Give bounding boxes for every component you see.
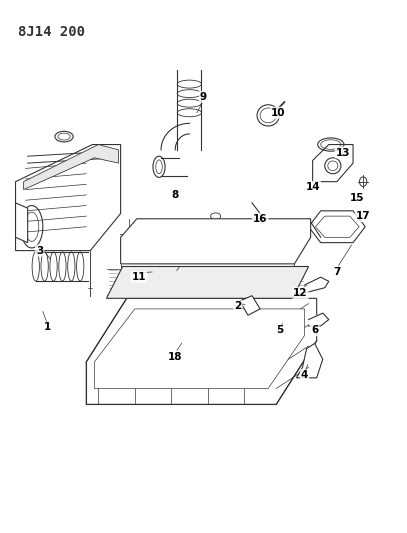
Text: 9: 9 bbox=[200, 92, 207, 102]
Text: 11: 11 bbox=[131, 272, 146, 282]
Polygon shape bbox=[309, 313, 329, 326]
Text: 8J14 200: 8J14 200 bbox=[18, 25, 85, 39]
Polygon shape bbox=[24, 144, 118, 190]
Text: 6: 6 bbox=[311, 325, 318, 335]
Polygon shape bbox=[313, 144, 353, 182]
Polygon shape bbox=[296, 343, 323, 378]
Text: 3: 3 bbox=[36, 246, 44, 256]
Text: 13: 13 bbox=[336, 148, 350, 158]
Polygon shape bbox=[107, 266, 309, 298]
Polygon shape bbox=[120, 219, 311, 264]
Text: 14: 14 bbox=[305, 182, 320, 192]
Polygon shape bbox=[240, 296, 260, 316]
Text: 12: 12 bbox=[293, 288, 308, 298]
Text: 18: 18 bbox=[168, 352, 182, 361]
Text: 4: 4 bbox=[301, 370, 308, 380]
Polygon shape bbox=[94, 309, 304, 389]
Text: 2: 2 bbox=[234, 301, 241, 311]
Text: 17: 17 bbox=[356, 211, 370, 221]
Text: 7: 7 bbox=[333, 267, 341, 277]
Polygon shape bbox=[309, 211, 365, 243]
Polygon shape bbox=[15, 144, 120, 251]
Text: 15: 15 bbox=[350, 192, 364, 203]
Text: 8: 8 bbox=[172, 190, 179, 200]
Text: 1: 1 bbox=[44, 322, 52, 333]
Text: 10: 10 bbox=[271, 108, 286, 118]
Text: 5: 5 bbox=[277, 325, 284, 335]
Polygon shape bbox=[86, 298, 317, 405]
Text: 16: 16 bbox=[253, 214, 267, 224]
Polygon shape bbox=[15, 203, 28, 243]
